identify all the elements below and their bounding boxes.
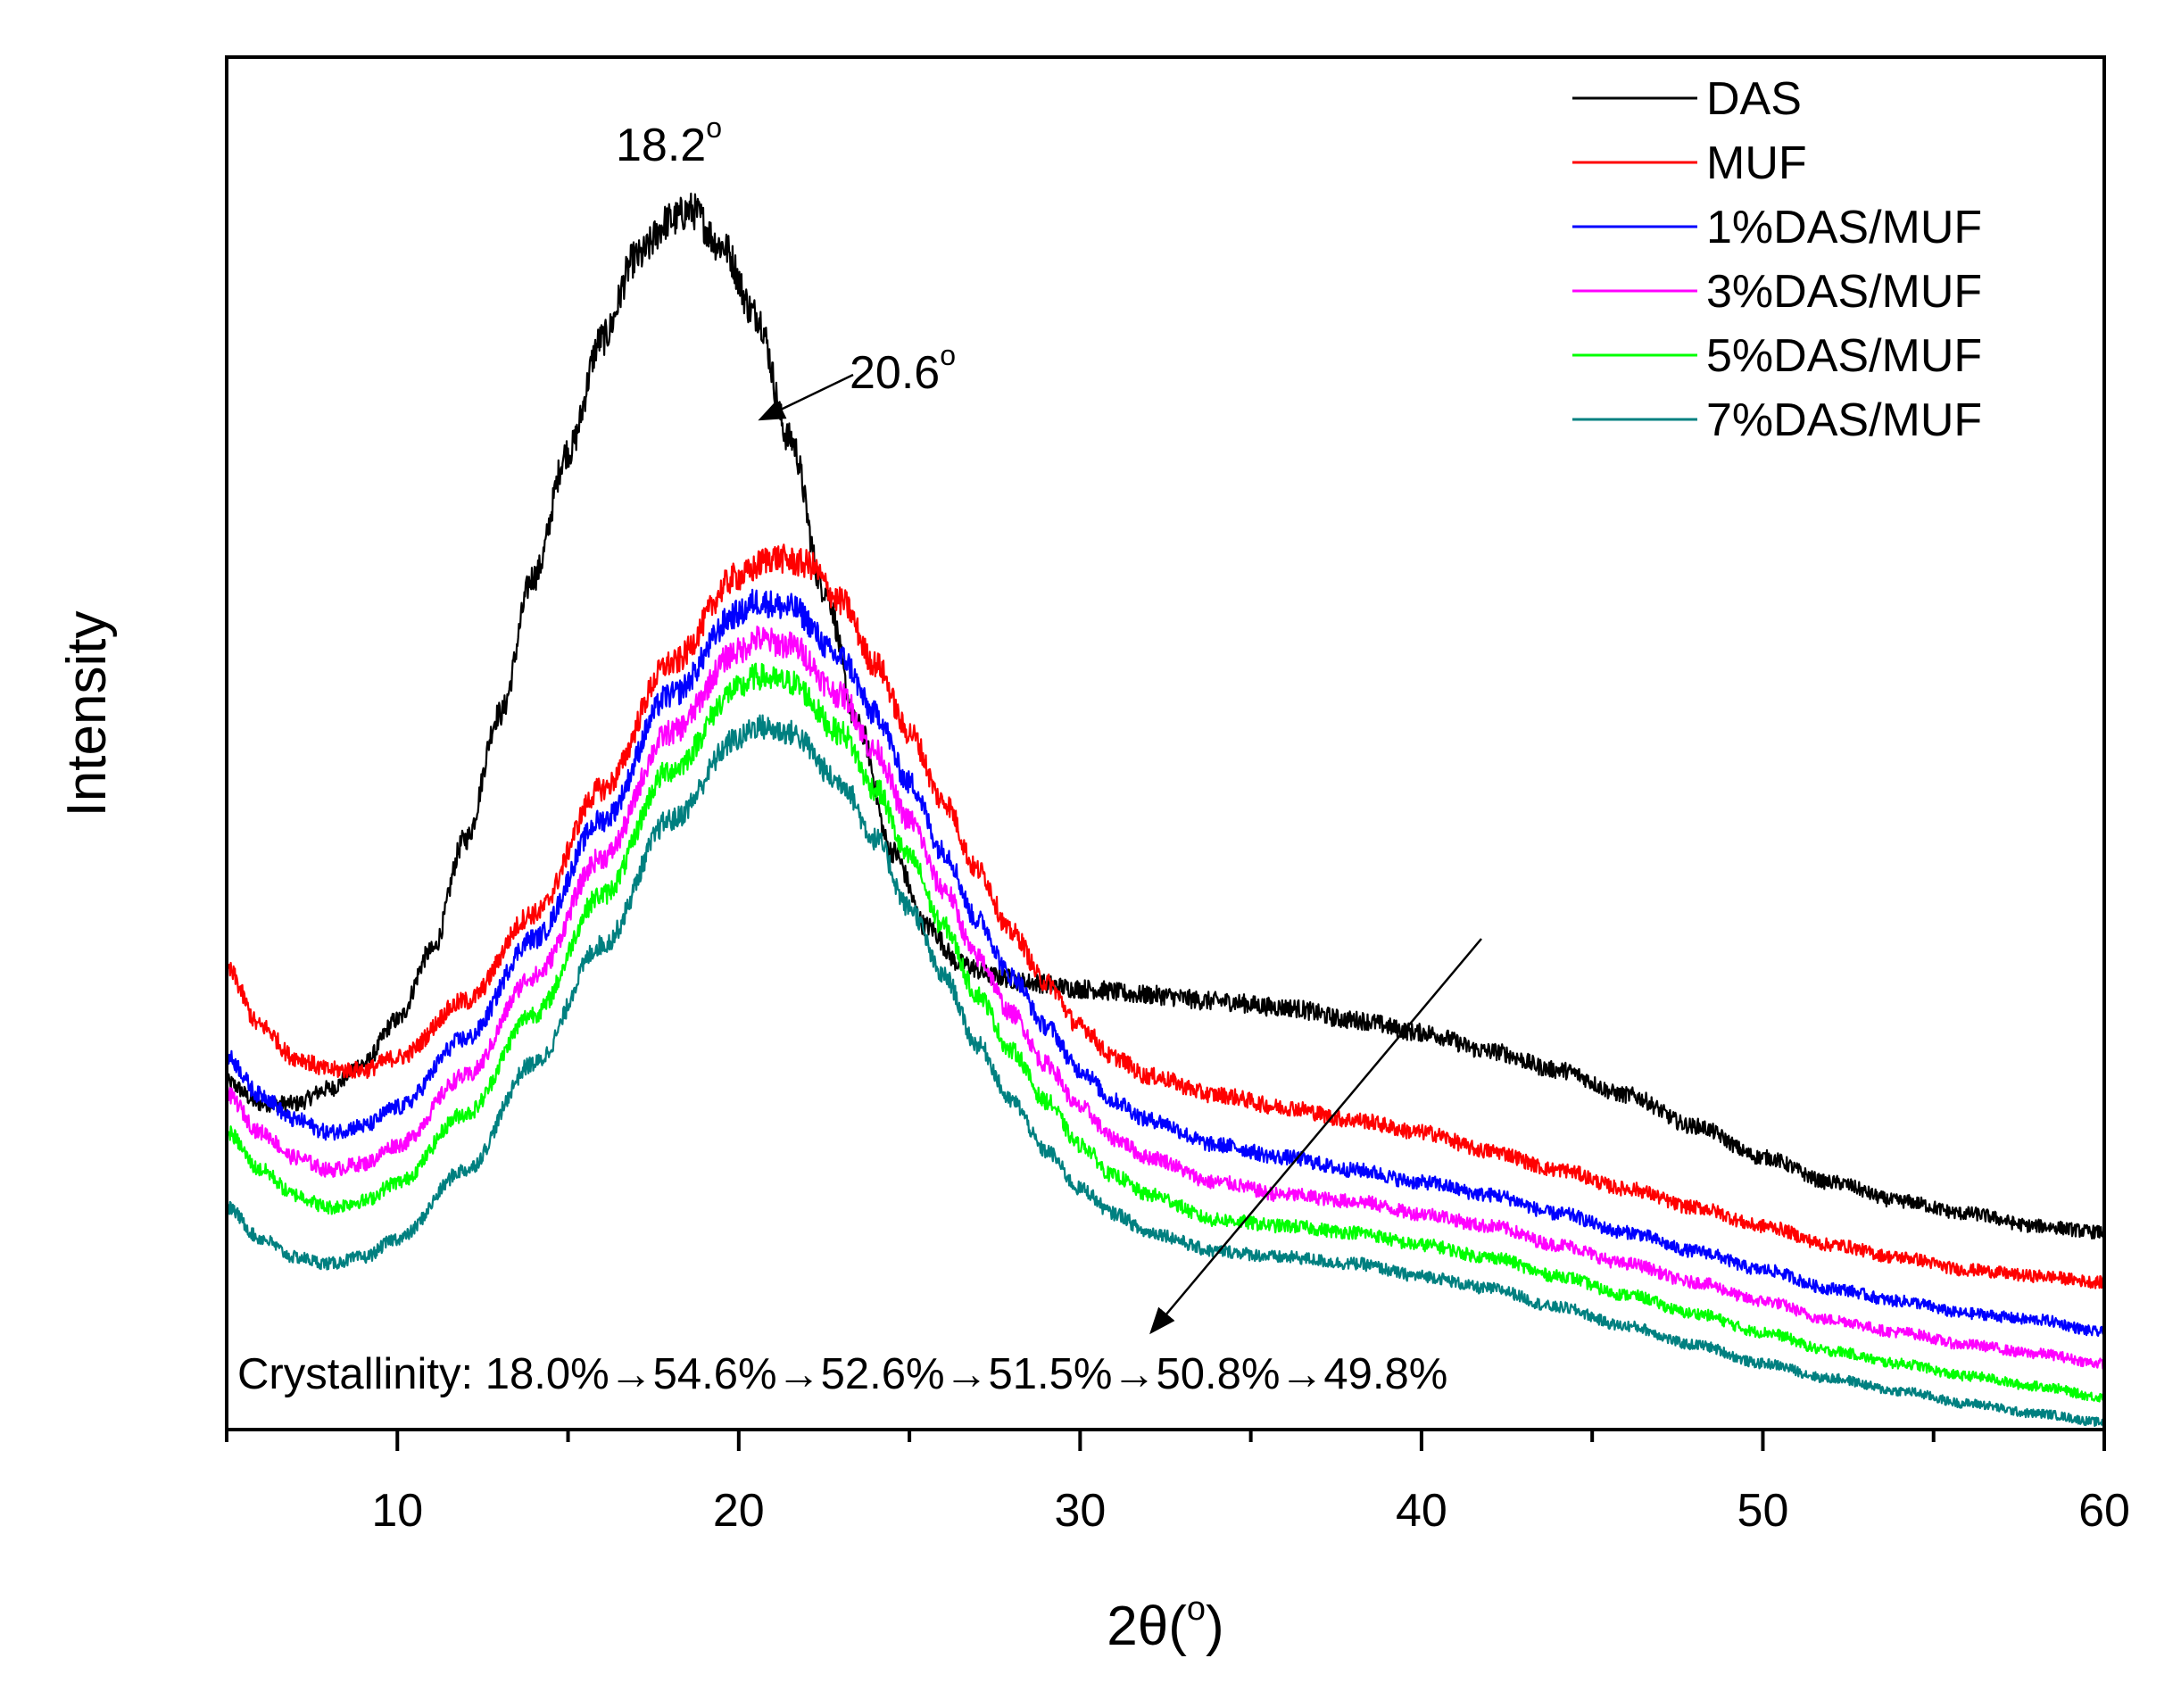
das-peak-annotation: 18.2o bbox=[616, 112, 722, 171]
legend-label-1: MUF bbox=[1706, 137, 1807, 189]
x-axis: 10 20 30 40 50 60 bbox=[225, 1430, 2130, 1537]
svg-text:20.6o: 20.6o bbox=[850, 339, 956, 399]
series-line-das bbox=[227, 192, 2104, 1240]
legend-label-0: DAS bbox=[1706, 73, 1802, 125]
y-axis-title: Intensity bbox=[56, 611, 118, 817]
x-tick-label-50: 50 bbox=[1737, 1485, 1789, 1537]
muf-peak-degree: o bbox=[940, 339, 956, 371]
muf-peak-arrow bbox=[758, 373, 854, 421]
muf-peak-label: 20.6 bbox=[850, 347, 940, 399]
series-line-5-das-muf bbox=[227, 662, 2104, 1403]
trend-arrow bbox=[1149, 938, 1482, 1335]
series-line-muf bbox=[227, 543, 2104, 1289]
crystallinity-annotation: Crystallinity: 18.0%→54.6%→52.6%→51.5%→5… bbox=[237, 1350, 1447, 1398]
series-line-7-das-muf bbox=[227, 714, 2104, 1427]
x-tick-label-30: 30 bbox=[1054, 1485, 1106, 1537]
legend-label-2: 1%DAS/MUF bbox=[1706, 202, 1982, 253]
x-axis-title: 2θ(o) bbox=[1107, 1590, 1223, 1657]
legend-label-4: 5%DAS/MUF bbox=[1706, 330, 1982, 382]
legend-label-5: 7%DAS/MUF bbox=[1706, 394, 1982, 446]
x-tick-label-10: 10 bbox=[371, 1485, 423, 1537]
series-layer bbox=[227, 192, 2104, 1427]
series-line-3-das-muf bbox=[227, 626, 2104, 1370]
x-tick-label-60: 60 bbox=[2078, 1485, 2130, 1537]
legend: DAS MUF 1%DAS/MUF 3%DAS/MUF 5%DAS/MUF 7%DAS/M… bbox=[1572, 73, 1982, 446]
svg-text:18.2o: 18.2o bbox=[616, 112, 722, 171]
x-tick-label-40: 40 bbox=[1396, 1485, 1447, 1537]
legend-label-3: 3%DAS/MUF bbox=[1706, 266, 1982, 318]
das-peak-degree: o bbox=[706, 112, 722, 144]
das-peak-label: 18.2 bbox=[616, 120, 706, 171]
plot-frame bbox=[225, 55, 2106, 1431]
x-tick-label-20: 20 bbox=[713, 1485, 765, 1537]
muf-peak-annotation: 20.6o bbox=[758, 339, 956, 421]
series-line-1-das-muf bbox=[227, 588, 2104, 1339]
